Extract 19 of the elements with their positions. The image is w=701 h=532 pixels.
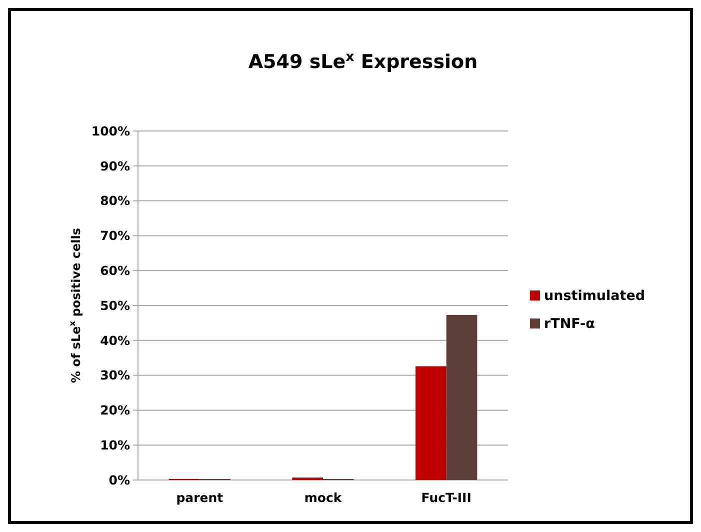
y-tick-label: 20%	[100, 402, 130, 418]
y-tick-label: 0%	[108, 472, 130, 488]
bar	[416, 366, 446, 480]
x-tick-label: FucT-III	[421, 490, 472, 505]
x-tick-label: mock	[304, 490, 342, 505]
legend-label: unstimulated	[544, 288, 646, 304]
y-tick-label: 60%	[100, 262, 130, 278]
y-tick-label: 10%	[100, 437, 130, 452]
y-tick-label: 40%	[100, 332, 130, 348]
x-tick-label: parent	[176, 490, 224, 505]
y-tick-label: 90%	[100, 158, 130, 174]
y-tick-label: 50%	[100, 298, 130, 313]
bar	[446, 314, 478, 480]
y-tick-label: 70%	[100, 228, 130, 244]
y-tick-label: 100%	[91, 123, 130, 138]
y-tick-label: 30%	[100, 368, 130, 383]
y-tick-label: 80%	[100, 193, 130, 208]
legend-label: rTNF-α	[544, 316, 595, 332]
chart-title: A549 sLe$^{x}$ Expression	[248, 50, 478, 73]
